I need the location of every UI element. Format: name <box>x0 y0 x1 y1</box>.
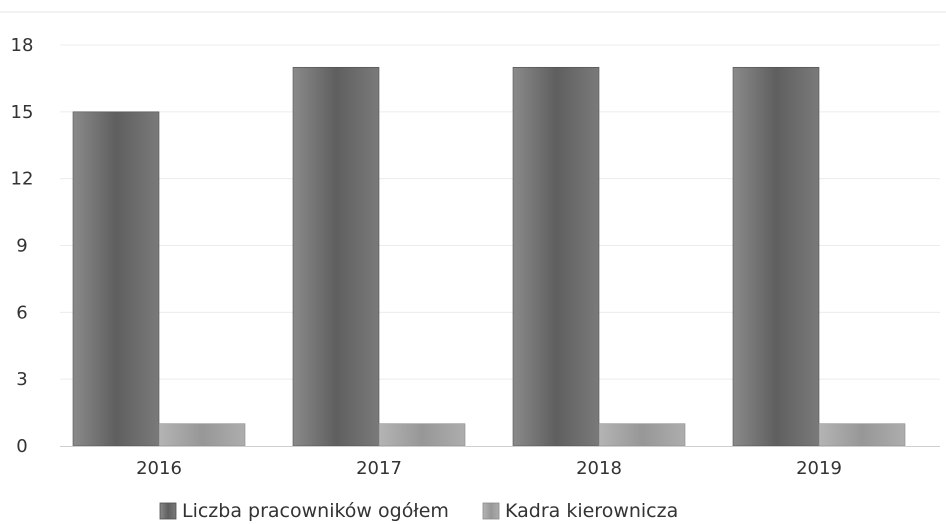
legend-label: Kadra kierownicza <box>505 500 678 522</box>
x-tick-label: 2016 <box>136 458 182 479</box>
y-tick-label: 0 <box>16 436 27 457</box>
y-tick-label: 9 <box>16 236 27 257</box>
bars <box>72 66 906 447</box>
legend-swatch <box>159 502 177 520</box>
x-tick-label: 2018 <box>576 458 622 479</box>
y-tick-label: 6 <box>16 302 27 323</box>
x-tick-label: 2017 <box>356 458 402 479</box>
legend-item: Liczba pracowników ogółem <box>159 500 449 522</box>
legend-item: Kadra kierownicza <box>482 500 678 522</box>
bar-total-2019 <box>732 66 820 447</box>
bar-total-2017 <box>292 66 380 447</box>
y-tick-label: 12 <box>11 169 34 190</box>
y-tick-label: 3 <box>16 369 27 390</box>
x-tick-label: 2019 <box>796 458 842 479</box>
bar-management-2019 <box>818 423 906 447</box>
legend: Liczba pracowników ogółem Kadra kierownic… <box>159 500 678 522</box>
legend-swatch <box>482 502 500 520</box>
y-tick-label: 18 <box>11 35 34 56</box>
bar-management-2018 <box>598 423 686 447</box>
bar-management-2016 <box>158 423 246 447</box>
bar-management-2017 <box>378 423 466 447</box>
gridlines <box>0 11 946 380</box>
legend-label: Liczba pracowników ogółem <box>182 500 449 522</box>
bar-total-2016 <box>72 111 160 447</box>
y-tick-label: 15 <box>11 102 34 123</box>
y-axis-ticks: 0 3 6 9 12 15 18 <box>11 35 34 457</box>
x-axis-ticks: 2016 2017 2018 2019 <box>136 458 842 479</box>
bar-total-2018 <box>512 66 600 447</box>
